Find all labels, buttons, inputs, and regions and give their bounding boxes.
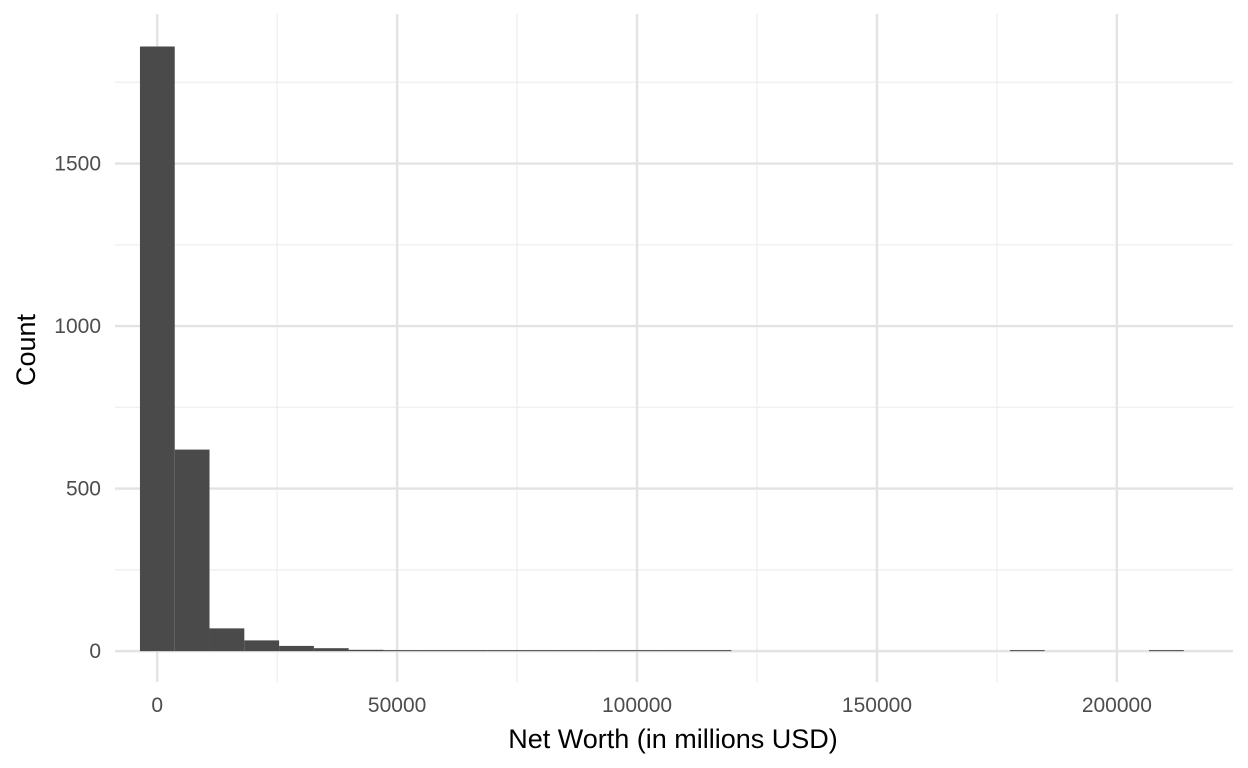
histogram-bar [1009,650,1045,652]
histogram-bar [1149,650,1184,652]
histogram-bar [313,648,349,652]
histogram-bar [348,649,384,652]
y-tick-label: 500 [66,478,101,501]
y-tick-label: 1000 [54,315,101,338]
histogram-bar [487,650,523,652]
histogram-bar [279,645,314,652]
histogram-bar [557,650,593,652]
histogram-bar [174,449,210,652]
histogram-bar [592,650,627,652]
x-tick-label: 0 [151,694,163,717]
histogram-bar [696,650,732,652]
histogram-bar [626,650,662,652]
histogram-bar [661,650,697,652]
y-tick-label: 0 [89,640,101,663]
x-axis-title: Net Worth (in millions USD) [508,724,838,754]
histogram-bar [383,650,419,652]
grid [115,14,1233,682]
x-tick-label: 200000 [1082,694,1152,717]
histogram-bar [418,650,454,652]
x-tick-label: 50000 [368,694,426,717]
x-tick-label: 100000 [602,694,672,717]
y-axis-title: Count [11,313,41,386]
y-tick-label: 1500 [54,153,101,176]
bars [139,46,1184,652]
histogram-bar [244,640,280,652]
x-tick-label: 150000 [842,694,912,717]
x-axis-ticks: 0 50000 100000 150000 200000 [151,694,1152,717]
histogram-bar [139,46,175,652]
histogram-bar [522,650,558,652]
histogram-bar [209,628,245,652]
histogram-bar [453,650,488,652]
y-axis-ticks: 0 500 1000 1500 [54,153,101,664]
